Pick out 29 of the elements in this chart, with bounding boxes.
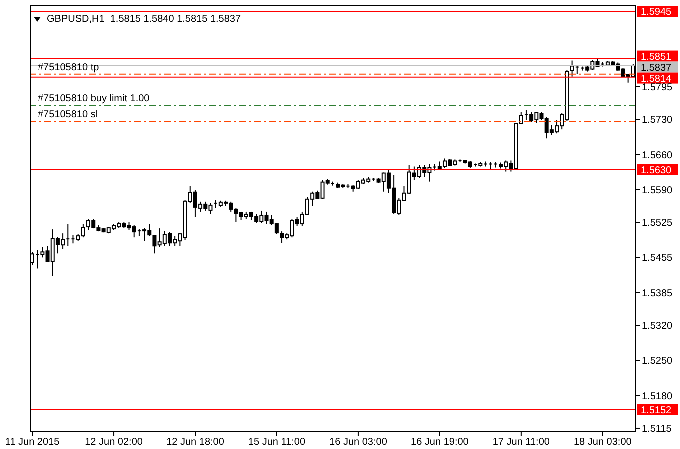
text: GBPUSD,H1 1.5815 1.5840 1.5815 1.5837 (45, 14, 244, 25)
y-tick-label: 1.5250 (642, 356, 674, 368)
y-tick-label: 1.5660 (642, 150, 674, 162)
ref-line-label: #75105810 sl (38, 110, 98, 121)
y-tick-label: 1.5455 (642, 253, 674, 264)
y-tick-label: 1.5730 (642, 115, 674, 126)
x-tick-label: 15 Jun 11:00 (248, 437, 306, 448)
ref-line-label: 1.5837 (641, 62, 672, 74)
ref-line-label: 1.5851 (641, 52, 672, 63)
y-tick-label: 1.5385 (642, 288, 674, 300)
x-tick-label: 17 Jun 11:00 (492, 437, 550, 448)
ref-line-label: #75105810 buy limit 1.00 (38, 93, 150, 104)
y-tick-label: 1.5180 (642, 391, 674, 402)
x-tick-label: 12 Jun 02:00 (85, 437, 144, 448)
x-tick-label: 12 Jun 18:00 (166, 437, 225, 448)
ref-line-label: 1.5814 (641, 74, 672, 85)
ref-line-label: 1.5152 (641, 405, 672, 416)
y-tick-label: 1.5320 (642, 321, 674, 332)
x-tick-label: 18 Jun 03:00 (574, 437, 632, 448)
y-tick-label: 1.5525 (642, 218, 674, 230)
y-tick-label: 1.5590 (642, 185, 674, 196)
ref-line-label: 1.5630 (641, 165, 672, 176)
x-tick-label: 11 Jun 2015 (5, 437, 60, 448)
ref-line-label: 1.5945 (641, 7, 672, 18)
ref-line-label: #75105810 tp (38, 62, 100, 74)
y-tick-label: 1.5795 (642, 82, 674, 94)
x-tick-label: 16 Jun 19:00 (411, 437, 470, 448)
y-tick-label: 1.5115 (642, 424, 672, 436)
x-tick-label: 16 Jun 03:00 (330, 437, 388, 448)
